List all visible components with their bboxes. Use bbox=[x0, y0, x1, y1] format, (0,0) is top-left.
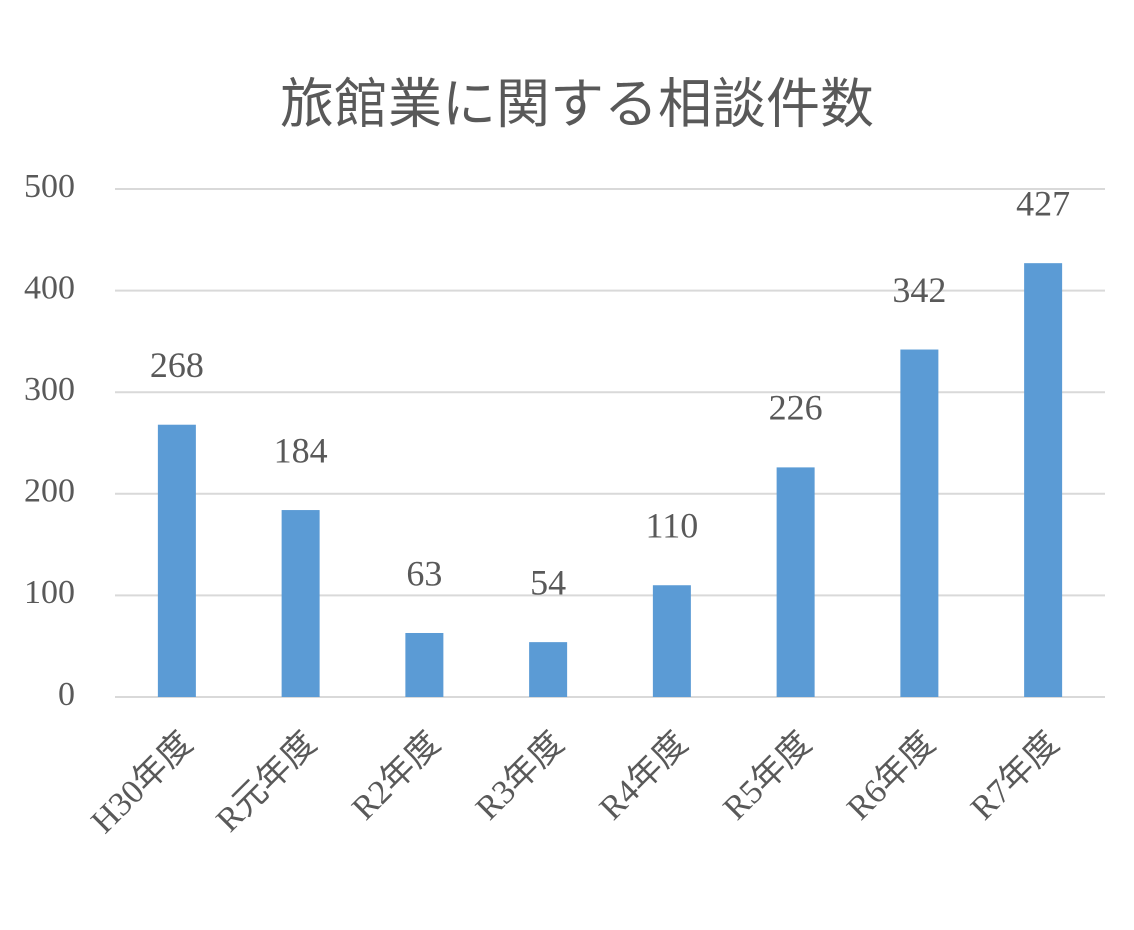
y-tick-label: 400 bbox=[24, 269, 75, 306]
data-label: 226 bbox=[769, 388, 823, 428]
data-label: 427 bbox=[1016, 183, 1070, 223]
bar bbox=[281, 510, 320, 697]
x-tick-label: R6年度 bbox=[840, 724, 943, 827]
bar bbox=[405, 632, 444, 697]
x-tick-label: R7年度 bbox=[963, 724, 1066, 827]
bar bbox=[529, 642, 568, 697]
data-label: 110 bbox=[646, 506, 699, 546]
bar bbox=[1024, 263, 1063, 697]
y-tick-label: 0 bbox=[58, 676, 75, 713]
x-tick-label: R3年度 bbox=[468, 724, 571, 827]
x-tick-label: R元年度 bbox=[209, 724, 324, 839]
y-tick-label: 100 bbox=[24, 574, 75, 611]
data-label: 268 bbox=[150, 345, 204, 385]
chart-title: 旅館業に関する相談件数 bbox=[280, 74, 874, 134]
x-tick-label: R2年度 bbox=[345, 724, 448, 827]
bar bbox=[900, 349, 939, 697]
bar bbox=[157, 424, 196, 697]
x-tick-label: R5年度 bbox=[716, 724, 819, 827]
x-tick-label: R4年度 bbox=[592, 724, 695, 827]
bar bbox=[776, 467, 815, 697]
data-label: 342 bbox=[892, 270, 946, 310]
data-label: 184 bbox=[274, 430, 328, 470]
y-tick-label: 300 bbox=[24, 371, 75, 408]
bar bbox=[652, 585, 691, 697]
y-tick-label: 200 bbox=[24, 473, 75, 510]
y-tick-label: 500 bbox=[24, 168, 75, 205]
data-label: 54 bbox=[530, 562, 566, 602]
x-tick-label: H30年度 bbox=[84, 724, 200, 840]
data-label: 63 bbox=[406, 553, 442, 593]
